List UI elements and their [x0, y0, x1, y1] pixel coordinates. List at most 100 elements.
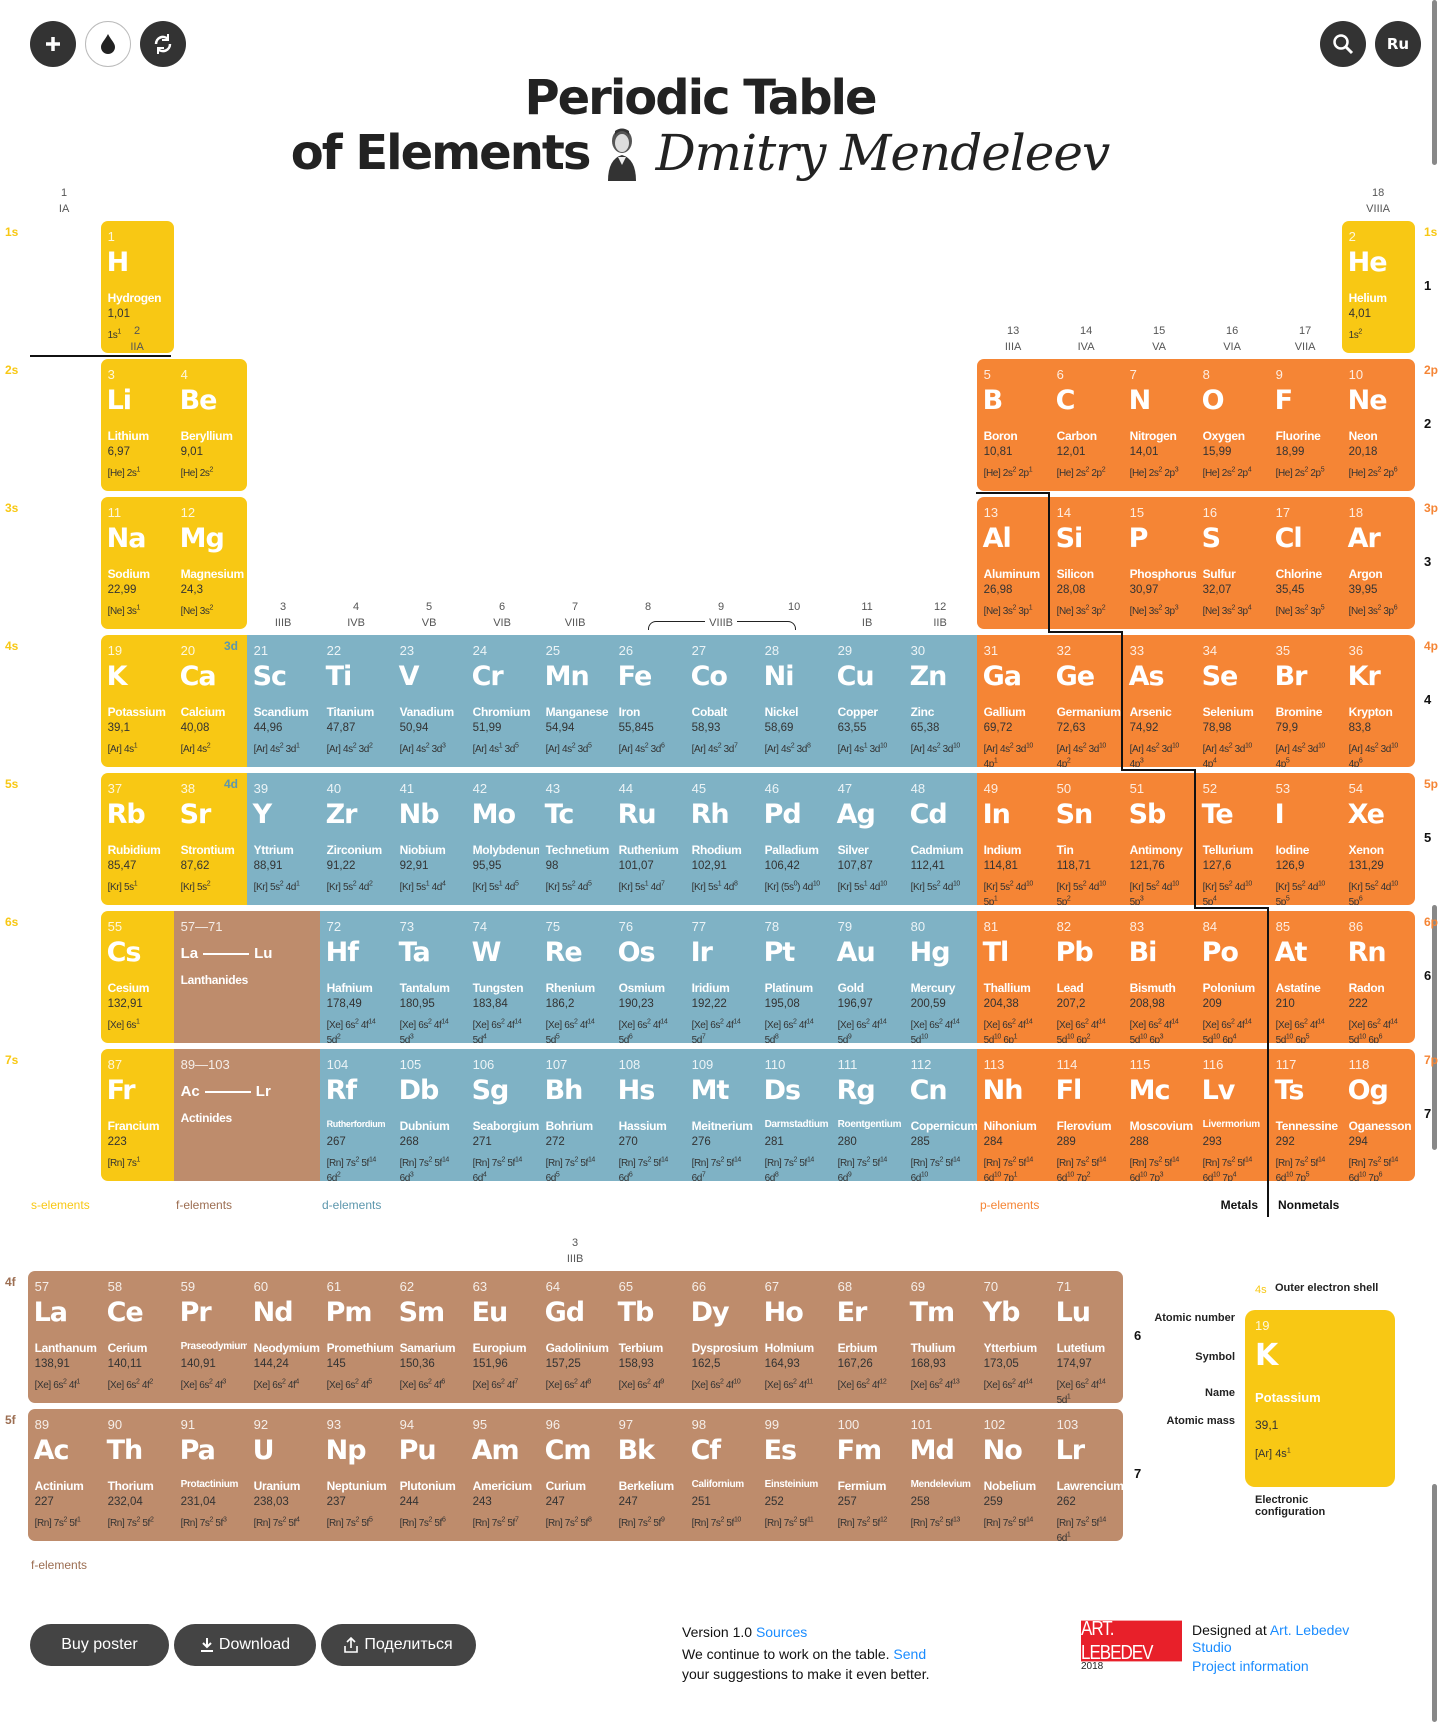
element-cell-holmium[interactable]: 67 Ho Holmium 164,93 [Xe] 6s2 4f11: [757, 1271, 831, 1403]
element-cell-xenon[interactable]: 54 Xe Xenon 131,29 [Kr] 5s2 4d10 5p6: [1341, 773, 1415, 905]
element-cell-mendelevium[interactable]: 101 Md Mendelevium 258 [Rn] 7s2 5f13: [903, 1409, 977, 1541]
element-cell-seaborgium[interactable]: 106 Sg Seaborgium 271 [Rn] 7s2 5f14 6d4: [465, 1049, 539, 1181]
element-cell-potassium[interactable]: 19 K Potassium 39,1 [Ar] 4s1: [100, 635, 174, 767]
element-cell-yttrium[interactable]: 39 Y Yttrium 88,91 [Kr] 5s2 4d1: [246, 773, 320, 905]
element-cell-cesium[interactable]: 55 Cs Cesium 132,91 [Xe] 6s1: [100, 911, 174, 1043]
element-cell-lutetium[interactable]: 71 Lu Lutetium 174,97 [Xe] 6s2 4f14 5d1: [1049, 1271, 1123, 1403]
element-cell-praseodymium[interactable]: 59 Pr Praseodymium 140,91 [Xe] 6s2 4f3: [173, 1271, 247, 1403]
element-cell-hassium[interactable]: 108 Hs Hassium 270 [Rn] 7s2 5f14 6d6: [611, 1049, 685, 1181]
element-cell-francium[interactable]: 87 Fr Francium 223 [Rn] 7s1: [100, 1049, 174, 1181]
element-cell-argon[interactable]: 18 Ar Argon 39,95 [Ne] 3s2 3p6: [1341, 497, 1415, 629]
element-cell-berkelium[interactable]: 97 Bk Berkelium 247 [Rn] 7s2 5f9: [611, 1409, 685, 1541]
element-cell-rubidium[interactable]: 37 Rb Rubidium 85,47 [Kr] 5s1: [100, 773, 174, 905]
element-cell-zinc[interactable]: 30 Zn Zinc 65,38 [Ar] 4s2 3d10: [903, 635, 977, 767]
element-cell-livermorium[interactable]: 116 Lv Livermorium 293 [Rn] 7s2 5f14 6d10 7p…: [1195, 1049, 1269, 1181]
element-cell-americium[interactable]: 95 Am Americium 243 [Rn] 7s2 5f7: [465, 1409, 539, 1541]
element-cell-iron[interactable]: 26 Fe Iron 55,845 [Ar] 4s2 3d6: [611, 635, 685, 767]
studio-link[interactable]: Art. Lebedev Studio: [1192, 1622, 1350, 1655]
element-cell-tellurium[interactable]: 52 Te Tellurium 127,6 [Kr] 5s2 4d10 5p4: [1195, 773, 1269, 905]
project-info-link[interactable]: Project information: [1192, 1658, 1309, 1674]
element-cell-scandium[interactable]: 21 Sc Scandium 44,96 [Ar] 4s2 3d1: [246, 635, 320, 767]
element-cell-chromium[interactable]: 24 Cr Chromium 51,99 [Ar] 4s1 3d5: [465, 635, 539, 767]
element-cell-curium[interactable]: 96 Cm Curium 247 [Rn] 7s2 5f8: [538, 1409, 612, 1541]
element-cell-thulium[interactable]: 69 Tm Thulium 168,93 [Xe] 6s2 4f13: [903, 1271, 977, 1403]
element-cell-osmium[interactable]: 76 Os Osmium 190,23 [Xe] 6s2 4f14 5d6: [611, 911, 685, 1043]
element-cell-thorium[interactable]: 90 Th Thorium 232,04 [Rn] 7s2 5f2: [100, 1409, 174, 1541]
element-cell-actinium[interactable]: 89 Ac Actinium 227 [Rn] 7s2 5f1: [27, 1409, 101, 1541]
element-cell-lead[interactable]: 82 Pb Lead 207,2 [Xe] 6s2 4f14 5d10 6p2: [1049, 911, 1123, 1043]
language-button[interactable]: Ru: [1375, 21, 1421, 67]
element-cell-helium[interactable]: 2 He Helium 4,01 1s2: [1341, 221, 1415, 353]
theme-button[interactable]: [85, 21, 131, 67]
element-cell-tungsten[interactable]: 74 W Tungsten 183,84 [Xe] 6s2 4f14 5d4: [465, 911, 539, 1043]
element-cell-plutonium[interactable]: 94 Pu Plutonium 244 [Rn] 7s2 5f6: [392, 1409, 466, 1541]
element-cell-tennessine[interactable]: 117 Ts Tennessine 292 [Rn] 7s2 5f14 6d10 7p5: [1268, 1049, 1342, 1181]
element-cell-rhodium[interactable]: 45 Rh Rhodium 102,91 [Kr] 5s1 4d8: [684, 773, 758, 905]
buy-poster-button[interactable]: Buy poster: [30, 1624, 169, 1666]
element-cell-molybdenum[interactable]: 42 Mo Molybdenum 95,95 [Kr] 5s1 4d5: [465, 773, 539, 905]
scrollbar-segment[interactable]: [1432, 905, 1437, 1150]
element-cell-einsteinium[interactable]: 99 Es Einsteinium 252 [Rn] 7s2 5f11: [757, 1409, 831, 1541]
element-cell-darmstadtium[interactable]: 110 Ds Darmstadtium 281 [Rn] 7s2 5f14 6d8: [757, 1049, 831, 1181]
element-cell-dysprosium[interactable]: 66 Dy Dysprosium 162,5 [Xe] 6s2 4f10: [684, 1271, 758, 1403]
search-button[interactable]: [1320, 21, 1366, 67]
element-cell-cobalt[interactable]: 27 Co Cobalt 58,93 [Ar] 4s2 3d7: [684, 635, 758, 767]
element-cell-manganese[interactable]: 25 Mn Manganese 54,94 [Ar] 4s2 3d5: [538, 635, 612, 767]
element-cell-zirconium[interactable]: 40 Zr Zirconium 91,22 [Kr] 5s2 4d2: [319, 773, 393, 905]
element-cell-radon[interactable]: 86 Rn Radon 222 [Xe] 6s2 4f14 5d10 6p6: [1341, 911, 1415, 1043]
element-cell-silicon[interactable]: 14 Si Silicon 28,08 [Ne] 3s2 3p2: [1049, 497, 1123, 629]
element-cell-rutherfordium[interactable]: 104 Rf Rutherfordium 267 [Rn] 7s2 5f14 6d2: [319, 1049, 393, 1181]
element-cell-tantalum[interactable]: 73 Ta Tantalum 180,95 [Xe] 6s2 4f14 5d3: [392, 911, 466, 1043]
element-cell-oganesson[interactable]: 118 Og Oganesson 294 [Rn] 7s2 5f14 6d10 7p6: [1341, 1049, 1415, 1181]
element-cell-silver[interactable]: 47 Ag Silver 107,87 [Kr] 5s1 4d10: [830, 773, 904, 905]
element-cell-ruthenium[interactable]: 44 Ru Ruthenium 101,07 [Kr] 5s1 4d7: [611, 773, 685, 905]
element-cell-bismuth[interactable]: 83 Bi Bismuth 208,98 [Xe] 6s2 4f14 5d10 6p3: [1122, 911, 1196, 1043]
element-cell-beryllium[interactable]: 4 Be Beryllium 9,01 [He] 2s2: [173, 359, 247, 491]
element-cell-palladium[interactable]: 46 Pd Palladium 106,42 [Kr] (5s0) 4d10: [757, 773, 831, 905]
element-cell-moscovium[interactable]: 115 Mc Moscovium 288 [Rn] 7s2 5f14 6d10 7p3: [1122, 1049, 1196, 1181]
element-cell-magnesium[interactable]: 12 Mg Magnesium 24,3 [Ne] 3s2: [173, 497, 247, 629]
send-link[interactable]: Send: [893, 1646, 927, 1662]
element-cell-gallium[interactable]: 31 Ga Gallium 69,72 [Ar] 4s2 3d10 4p1: [976, 635, 1050, 767]
element-cell-promethium[interactable]: 61 Pm Promethium 145 [Xe] 6s2 4f5: [319, 1271, 393, 1403]
element-cell-oxygen[interactable]: 8 O Oxygen 15,99 [He] 2s2 2p4: [1195, 359, 1269, 491]
element-cell-germanium[interactable]: 32 Ge Germanium 72,63 [Ar] 4s2 3d10 4p2: [1049, 635, 1123, 767]
element-cell-selenium[interactable]: 34 Se Selenium 78,98 [Ar] 4s2 3d10 4p4: [1195, 635, 1269, 767]
element-cell-vanadium[interactable]: 23 V Vanadium 50,94 [Ar] 4s2 3d3: [392, 635, 466, 767]
element-cell-ytterbium[interactable]: 70 Yb Ytterbium 173,05 [Xe] 6s2 4f14: [976, 1271, 1050, 1403]
element-cell-flerovium[interactable]: 114 Fl Flerovium 289 [Rn] 7s2 5f14 6d10 7p2: [1049, 1049, 1123, 1181]
element-cell-aluminum[interactable]: 13 Al Aluminum 26,98 [Ne] 3s2 3p1: [976, 497, 1050, 629]
element-cell-dubnium[interactable]: 105 Db Dubnium 268 [Rn] 7s2 5f14 6d3: [392, 1049, 466, 1181]
element-cell-gold[interactable]: 79 Au Gold 196,97 [Xe] 6s2 4f14 5d9: [830, 911, 904, 1043]
element-cell-neptunium[interactable]: 93 Np Neptunium 237 [Rn] 7s2 5f5: [319, 1409, 393, 1541]
element-cell-krypton[interactable]: 36 Kr Krypton 83,8 [Ar] 4s2 3d10 4p6: [1341, 635, 1415, 767]
element-cell-neodymium[interactable]: 60 Nd Neodymium 144,24 [Xe] 6s2 4f4: [246, 1271, 320, 1403]
element-cell-nickel[interactable]: 28 Ni Nickel 58,69 [Ar] 4s2 3d8: [757, 635, 831, 767]
element-cell-roentgentium[interactable]: 111 Rg Roentgentium 280 [Rn] 7s2 5f14 6d9: [830, 1049, 904, 1181]
share-button[interactable]: Поделиться: [321, 1624, 476, 1666]
element-cell-lithium[interactable]: 3 Li Lithium 6,97 [He] 2s1: [100, 359, 174, 491]
element-cell-iridium[interactable]: 77 Ir Iridium 192,22 [Xe] 6s2 4f14 5d7: [684, 911, 758, 1043]
element-cell-nobelium[interactable]: 102 No Nobelium 259 [Rn] 7s2 5f14: [976, 1409, 1050, 1541]
sources-link[interactable]: Sources: [755, 1624, 808, 1640]
add-button[interactable]: [30, 21, 76, 67]
element-cell-hydrogen[interactable]: 1 H Hydrogen 1,01 1s1: [100, 221, 174, 353]
element-cell-boron[interactable]: 5 B Boron 10,81 [He] 2s2 2p1: [976, 359, 1050, 491]
element-cell-arsenic[interactable]: 33 As Arsenic 74,92 [Ar] 4s2 3d10 4p3: [1122, 635, 1196, 767]
element-cell-polonium[interactable]: 84 Po Polonium 209 [Xe] 6s2 4f14 5d10 6p4: [1195, 911, 1269, 1043]
element-cell-copernicum[interactable]: 112 Cn Copernicum 285 [Rn] 7s2 5f14 6d10: [903, 1049, 977, 1181]
element-cell-bohrium[interactable]: 107 Bh Bohrium 272 [Rn] 7s2 5f14 6d5: [538, 1049, 612, 1181]
element-cell-strontium[interactable]: 38 Sr Strontium 87,62 [Kr] 5s2: [173, 773, 247, 905]
element-cell-rhenium[interactable]: 75 Re Rhenium 186,2 [Xe] 6s2 4f14 5d5: [538, 911, 612, 1043]
element-cell-neon[interactable]: 10 Ne Neon 20,18 [He] 2s2 2p6: [1341, 359, 1415, 491]
element-cell-cadmium[interactable]: 48 Cd Cadmium 112,41 [Kr] 5s2 4d10: [903, 773, 977, 905]
element-cell-lanthanum[interactable]: 57 La Lanthanum 138,91 [Xe] 6s2 4f1: [27, 1271, 101, 1403]
element-cell-thallium[interactable]: 81 Tl Thallium 204,38 [Xe] 6s2 4f14 5d10 6p1: [976, 911, 1050, 1043]
element-cell-phosphorus[interactable]: 15 P Phosphorus 30,97 [Ne] 3s2 3p3: [1122, 497, 1196, 629]
scrollbar-segment[interactable]: [1432, 1484, 1437, 1722]
element-cell-fermium[interactable]: 100 Fm Fermium 257 [Rn] 7s2 5f12: [830, 1409, 904, 1541]
placeholder-lanthanides[interactable]: 57—71 La Lu Lanthanides: [173, 911, 320, 1043]
element-cell-sulfur[interactable]: 16 S Sulfur 32,07 [Ne] 3s2 3p4: [1195, 497, 1269, 629]
element-cell-uranium[interactable]: 92 U Uranium 238,03 [Rn] 7s2 5f4: [246, 1409, 320, 1541]
element-cell-carbon[interactable]: 6 C Carbon 12,01 [He] 2s2 2p2: [1049, 359, 1123, 491]
